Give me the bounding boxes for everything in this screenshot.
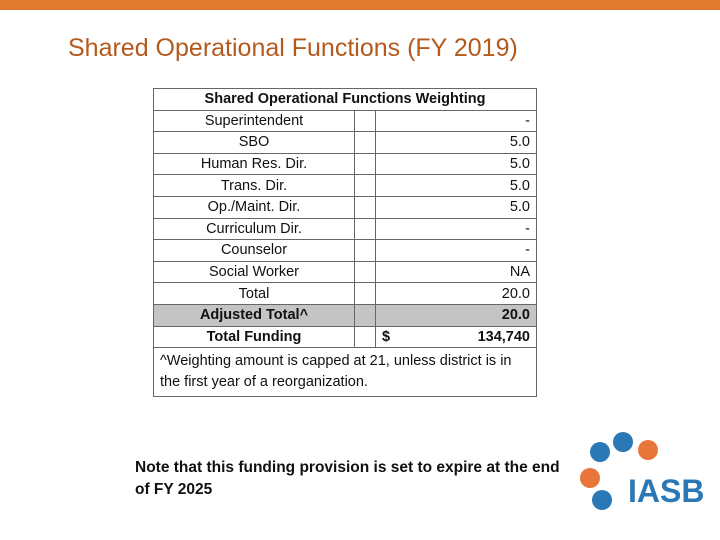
table-row: SBO 5.0 <box>153 131 537 154</box>
spacer-cell <box>354 109 376 133</box>
row-value: NA <box>509 264 530 281</box>
row-label: Counselor <box>153 239 355 262</box>
table-row: Superintendent - <box>153 109 537 133</box>
row-label: Human Res. Dir. <box>153 152 355 176</box>
row-value: 5.0 <box>509 156 530 173</box>
footnote: ^Weighting amount is capped at 21, unles… <box>153 347 537 398</box>
value-cell: - <box>375 239 537 262</box>
value-cell: 5.0 <box>375 195 537 219</box>
row-label: SBO <box>153 131 355 154</box>
logo-text: IASB <box>628 473 704 509</box>
note: Note that this funding provision is set … <box>135 459 560 498</box>
table-row: Social Worker NA <box>153 260 537 284</box>
spacer-cell <box>354 282 376 305</box>
spacer-cell <box>354 303 376 327</box>
logo-piece <box>638 440 658 460</box>
row-label: Social Worker <box>153 260 355 284</box>
spacer-cell <box>354 217 376 241</box>
header-row: Shared Operational Functions Weighting <box>153 88 537 111</box>
spacer-cell <box>354 260 376 284</box>
row-value: 20.0 <box>501 307 530 324</box>
table-row: Op./Maint. Dir. 5.0 <box>153 195 537 219</box>
logo: IASB <box>580 432 704 510</box>
table-row: Total Funding $134,740 <box>153 325 537 349</box>
value-cell: - <box>375 109 537 133</box>
weighting-table: Shared Operational Functions Weighting Su… <box>153 88 537 398</box>
row-value: 5.0 <box>509 134 530 151</box>
logo-piece <box>590 442 610 462</box>
logo-piece <box>613 432 633 452</box>
row-label: Op./Maint. Dir. <box>153 195 355 219</box>
logo-piece <box>592 490 612 510</box>
row-label: Adjusted Total^ <box>153 303 355 327</box>
spacer-cell <box>354 131 376 154</box>
table-row: Total 20.0 <box>153 282 537 305</box>
value-cell: 5.0 <box>375 174 537 197</box>
table-row: Curriculum Dir. - <box>153 217 537 241</box>
row-label: Total <box>153 282 355 305</box>
table-row: Human Res. Dir. 5.0 <box>153 152 537 176</box>
row-value: 5.0 <box>509 177 530 194</box>
row-label: Curriculum Dir. <box>153 217 355 241</box>
row-label: Trans. Dir. <box>153 174 355 197</box>
table-header: Shared Operational Functions Weighting <box>153 88 537 111</box>
table-row: Adjusted Total^ 20.0 <box>153 303 537 327</box>
value-cell: 20.0 <box>375 282 537 305</box>
value-cell: 5.0 <box>375 152 537 176</box>
value-cell: NA <box>375 260 537 284</box>
row-value: - <box>525 220 530 237</box>
spacer-cell <box>354 174 376 197</box>
value-cell: 5.0 <box>375 131 537 154</box>
row-label: Superintendent <box>153 109 355 133</box>
table-row: Counselor - <box>153 239 537 262</box>
row-value: 5.0 <box>509 199 530 216</box>
row-value: - <box>525 112 530 129</box>
spacer-cell <box>354 195 376 219</box>
value-cell: 20.0 <box>375 303 537 327</box>
slide-title: Shared Operational Functions (FY 2019) <box>68 34 518 62</box>
row-value: - <box>525 242 530 259</box>
value-cell: $134,740 <box>375 325 537 349</box>
spacer-cell <box>354 325 376 349</box>
spacer-cell <box>354 152 376 176</box>
row-label: Total Funding <box>153 325 355 349</box>
row-value: 20.0 <box>501 285 530 302</box>
value-cell: - <box>375 217 537 241</box>
currency: $ <box>382 328 391 345</box>
table-row: Trans. Dir. 5.0 <box>153 174 537 197</box>
top-bar <box>0 0 720 10</box>
footnote-row: ^Weighting amount is capped at 21, unles… <box>153 347 537 398</box>
row-value: 134,740 <box>477 328 530 345</box>
logo-piece <box>580 468 600 488</box>
spacer-cell <box>354 239 376 262</box>
